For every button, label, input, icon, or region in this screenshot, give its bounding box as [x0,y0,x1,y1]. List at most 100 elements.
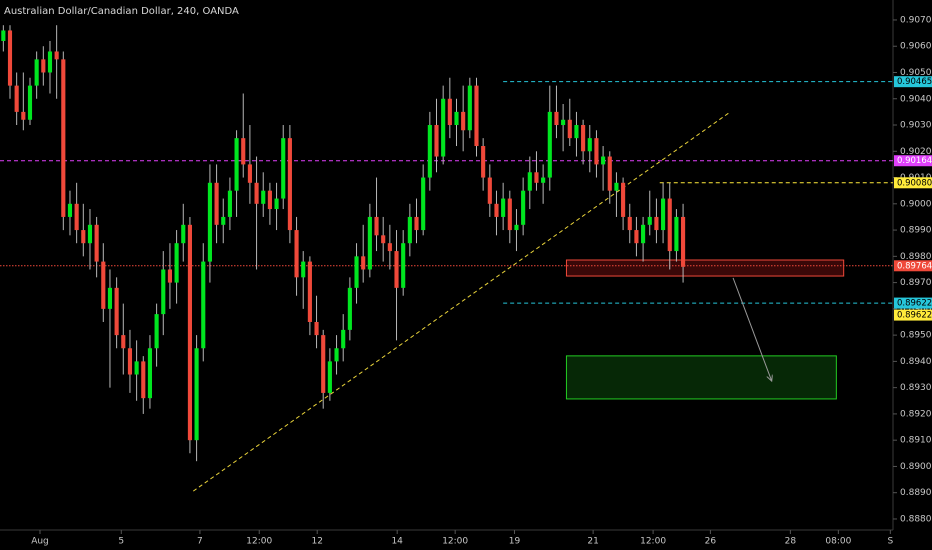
x-tick-label: Aug [31,537,49,547]
candle-body [214,182,219,225]
y-tick-label: 0.8960 [900,304,932,314]
candle-body [54,51,59,60]
candle-body [541,177,546,183]
y-tick-label: 0.8970 [900,278,932,288]
candle-body [441,98,446,157]
candle-body [321,335,326,393]
zone-box [565,259,845,277]
candle-body [154,314,159,349]
candle-body [501,198,506,217]
y-tick-label: 0.9070 [900,15,932,25]
candle-body [294,230,299,278]
x-tick-label: 12:00 [640,537,666,547]
candle-body [634,230,639,244]
x-tick-label: 12:00 [246,537,272,547]
y-tick-label: 0.9000 [900,199,932,209]
candle-body [507,198,512,231]
price-badge [894,309,932,321]
price-badge [894,260,932,272]
candle-body [367,216,372,270]
x-tick-label: 7 [197,537,203,547]
candle-body [521,190,526,225]
candle-body [627,216,632,231]
candle-body [581,125,586,152]
candle-body [187,224,192,441]
candle-body [354,256,359,288]
candle-body [494,203,499,217]
candle-body [141,361,146,399]
candle-body [181,224,186,244]
candle-body [361,256,366,270]
candle-body [127,348,133,375]
price-badge-label: 0.90465 [897,77,932,87]
y-tick-label: 0.8900 [900,462,932,472]
candle-body [67,203,73,217]
candle-body [267,190,272,210]
candle-body [207,182,212,262]
candle-body [374,216,379,236]
y-tick-label: 0.9040 [900,94,932,104]
price-badge-label: 0.89622 [897,299,932,309]
y-tick-label: 0.8880 [900,514,932,524]
y-tick-label: 0.9050 [900,68,932,78]
x-tick-label: 12:00 [442,537,468,547]
y-tick-label: 0.9020 [900,147,932,157]
candle-body [107,287,113,309]
trendline [192,111,731,492]
candle-body [641,224,646,244]
candle-body [601,156,606,165]
candle-body [327,361,332,393]
price-badge [894,155,932,167]
candle-body [334,348,339,362]
candle-body [87,224,93,244]
candle-body [94,224,99,262]
candle-body [414,216,419,231]
candle-body [527,172,532,191]
y-tick-label: 0.8910 [900,436,932,446]
candle-body [61,59,66,217]
candle-body [487,177,492,204]
candle-body [201,261,206,349]
price-badge [894,297,932,309]
candle-body [427,125,432,178]
x-tick-label: 5 [118,537,124,547]
candle-body [234,138,239,191]
candle-body [621,182,626,217]
x-tick-label: 26 [705,537,717,547]
price-badge-label: 0.89764 [897,261,932,271]
candle-body [287,138,292,231]
candle-body [481,146,486,178]
candle-body [661,198,666,231]
candle-body [281,138,286,199]
candle-body [514,224,519,231]
y-tick-label: 0.8950 [900,331,932,341]
candle-body [27,85,33,120]
candle-body [447,98,452,126]
candle-body [114,287,119,336]
candle-body [587,138,592,152]
candle-body [174,243,179,283]
candle-body [274,198,279,210]
x-tick-label: 08:00 [825,537,851,547]
y-tick-label: 0.8940 [900,357,932,367]
candle-body [561,119,566,126]
y-tick-label: 0.9060 [900,42,932,52]
candle-body [147,348,153,399]
plot: 0.90700.90600.90500.90400.90300.90200.90… [0,15,932,547]
candle-body [667,198,672,252]
candle-body [434,125,439,157]
candle-body [654,216,659,231]
candle-body [394,251,399,288]
candle-body [574,125,579,139]
candle-body [307,261,312,322]
arrow [732,277,772,381]
candle-body [467,85,472,131]
candle-body [407,216,412,244]
candle-body [161,269,166,315]
candle-body [314,321,319,336]
price-badge-label: 0.90164 [897,156,932,166]
y-tick-label: 0.9030 [900,121,932,131]
candle-body [607,156,612,191]
candle-body [34,59,39,86]
candle-body [7,30,13,86]
